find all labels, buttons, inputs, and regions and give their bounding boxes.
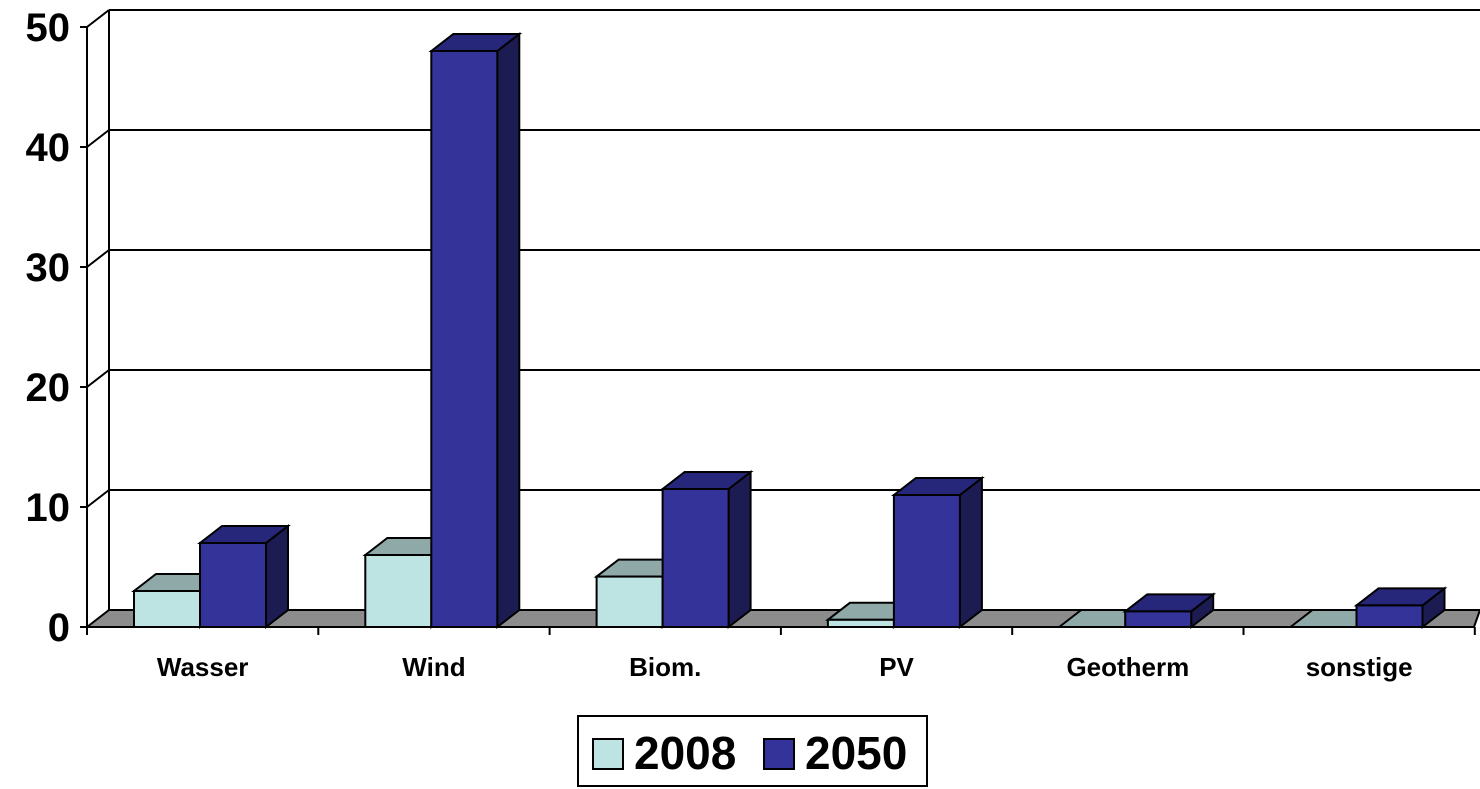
legend-box xyxy=(577,715,928,787)
bar xyxy=(428,31,523,630)
legend-swatch-2050 xyxy=(763,738,795,770)
gridline xyxy=(86,129,110,148)
x-tick-label: Biom. xyxy=(629,652,701,682)
legend-label-2050: 2050 xyxy=(805,727,907,779)
legend-label-2008: 2008 xyxy=(634,727,736,779)
x-tick-label: sonstige xyxy=(1306,652,1413,682)
x-tick-labels: Wasser Wind Biom. PV Geotherm sonstige xyxy=(157,652,1413,682)
bar xyxy=(890,475,985,630)
legend-swatch-2008 xyxy=(592,738,624,770)
y-tick-label: 10 xyxy=(26,486,71,530)
x-tick-label: Geotherm xyxy=(1066,652,1189,682)
y-tick-labels: 0 10 20 30 40 50 xyxy=(26,6,71,650)
legend: 2008 2050 xyxy=(577,715,928,787)
gridline xyxy=(86,9,110,28)
x-tick-label: Wasser xyxy=(157,652,249,682)
gridline xyxy=(86,369,110,388)
y-tick-label: 0 xyxy=(48,606,70,650)
y-tick-label: 50 xyxy=(26,6,71,50)
y-tick-label: 20 xyxy=(26,366,71,410)
bar xyxy=(1353,586,1448,630)
x-tick-label: Wind xyxy=(402,652,465,682)
bar xyxy=(1122,592,1217,630)
y-tick-label: 40 xyxy=(26,126,71,170)
axes xyxy=(80,10,1476,635)
chart-floor xyxy=(84,609,1480,628)
gridlines xyxy=(86,9,1480,508)
floor-plane xyxy=(84,609,1480,628)
gridline xyxy=(86,249,110,268)
bar xyxy=(659,469,754,630)
y-tick-label: 30 xyxy=(26,246,71,290)
x-tick-label: PV xyxy=(879,652,914,682)
bar xyxy=(197,523,291,630)
bars xyxy=(131,31,1448,630)
gridline xyxy=(86,489,110,508)
